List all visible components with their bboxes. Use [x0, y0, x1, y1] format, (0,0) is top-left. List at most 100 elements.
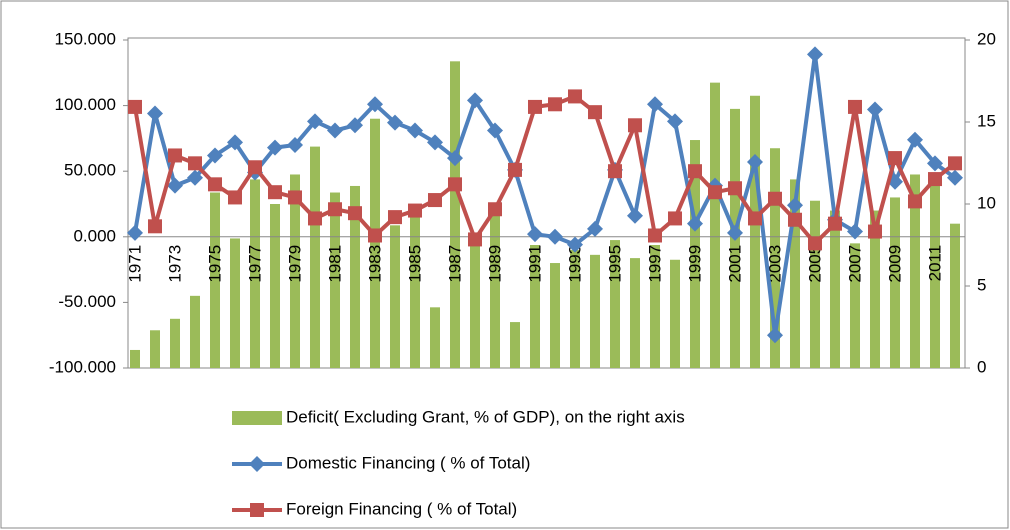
square-marker: [388, 210, 402, 225]
x-tick-label: 1973: [165, 245, 184, 283]
bar: [170, 318, 180, 368]
square-marker: [428, 193, 442, 208]
bar: [190, 295, 200, 368]
diamond-marker: [207, 147, 223, 164]
bar: [370, 118, 380, 368]
diamond-marker: [467, 92, 483, 109]
x-tick-label: 2005: [805, 245, 824, 283]
square-marker: [768, 191, 782, 206]
y2-tick-label: 5: [977, 275, 986, 294]
diamond-marker: [667, 113, 683, 130]
plot-border: [127, 37, 966, 369]
legend-label: Domestic Financing ( % of Total): [286, 453, 530, 472]
square-marker: [788, 212, 802, 227]
bar: [290, 174, 300, 368]
square-marker: [368, 228, 382, 243]
x-tick-label: 2009: [885, 245, 904, 283]
diamond-marker: [567, 236, 583, 253]
square-marker: [828, 216, 842, 231]
diamond-marker: [927, 155, 943, 172]
square-marker: [808, 236, 822, 251]
bar: [510, 322, 520, 368]
square-marker: [848, 99, 862, 114]
bar: [930, 182, 940, 368]
diamond-marker: [307, 113, 323, 130]
square-marker: [888, 151, 902, 166]
bar: [570, 249, 580, 368]
diamond-marker: [387, 114, 403, 131]
square-marker: [348, 206, 362, 221]
diamond-marker: [687, 215, 703, 232]
legend-label: Foreign Financing ( % of Total): [286, 499, 517, 518]
diamond-marker: [807, 46, 823, 63]
x-tick-label: 1979: [285, 245, 304, 283]
diamond-marker: [647, 96, 663, 113]
square-marker: [528, 99, 542, 114]
square-marker: [908, 194, 922, 209]
bar: [550, 263, 560, 368]
diamond-marker: [347, 117, 363, 134]
bar: [750, 95, 760, 368]
diamond-marker: [249, 456, 265, 472]
bar: [270, 204, 280, 368]
diamond-marker: [327, 122, 343, 139]
bar: [310, 146, 320, 368]
square-marker: [148, 219, 162, 234]
bar: [770, 148, 780, 368]
legend-label: Deficit( Excluding Grant, % of GDP), on …: [286, 407, 685, 426]
bar: [890, 197, 900, 368]
square-marker: [568, 89, 582, 104]
bar: [690, 140, 700, 368]
x-tick-label: 1997: [645, 245, 664, 283]
bar: [350, 185, 360, 368]
square-marker: [308, 211, 322, 226]
bar: [650, 245, 660, 368]
diamond-marker: [627, 207, 643, 224]
x-tick-label: 1985: [405, 245, 424, 283]
square-marker: [268, 185, 282, 200]
y-tick-label: -50.000: [58, 292, 116, 311]
y-tick-label: 0.000: [73, 226, 116, 245]
square-marker: [128, 99, 142, 114]
square-marker: [508, 162, 522, 177]
bar: [790, 179, 800, 368]
square-marker: [248, 160, 262, 175]
x-tick-label: 2001: [725, 245, 744, 283]
square-marker: [668, 211, 682, 226]
x-tick-label: 1989: [485, 245, 504, 283]
bar: [610, 240, 620, 368]
diamond-marker: [787, 197, 803, 214]
bar: [910, 174, 920, 368]
square-marker: [288, 190, 302, 205]
diamond-marker: [907, 131, 923, 148]
square-marker: [250, 503, 264, 517]
square-marker: [708, 185, 722, 200]
diamond-marker: [487, 122, 503, 139]
square-marker: [628, 118, 642, 133]
square-marker: [548, 97, 562, 112]
x-tick-label: 2007: [845, 245, 864, 283]
bar: [410, 213, 420, 368]
diamond-marker: [127, 224, 143, 241]
bar: [390, 225, 400, 368]
y-tick-label: 150.000: [55, 29, 116, 48]
x-tick-label: 1993: [565, 245, 584, 283]
x-tick-label: 1999: [685, 245, 704, 283]
x-tick-label: 1977: [245, 245, 264, 283]
y2-tick-label: 20: [977, 29, 996, 48]
square-marker: [948, 156, 962, 171]
x-tick-label: 1971: [125, 245, 144, 283]
y-tick-label: -100.000: [49, 357, 116, 376]
bar: [430, 307, 440, 368]
diamond-marker: [847, 223, 863, 240]
legend-swatch: [232, 411, 282, 425]
square-marker: [448, 177, 462, 192]
bar: [850, 243, 860, 368]
square-marker: [608, 164, 622, 179]
diamond-marker: [747, 154, 763, 171]
bar: [250, 179, 260, 368]
x-tick-label: 2003: [765, 245, 784, 283]
square-marker: [648, 228, 662, 243]
